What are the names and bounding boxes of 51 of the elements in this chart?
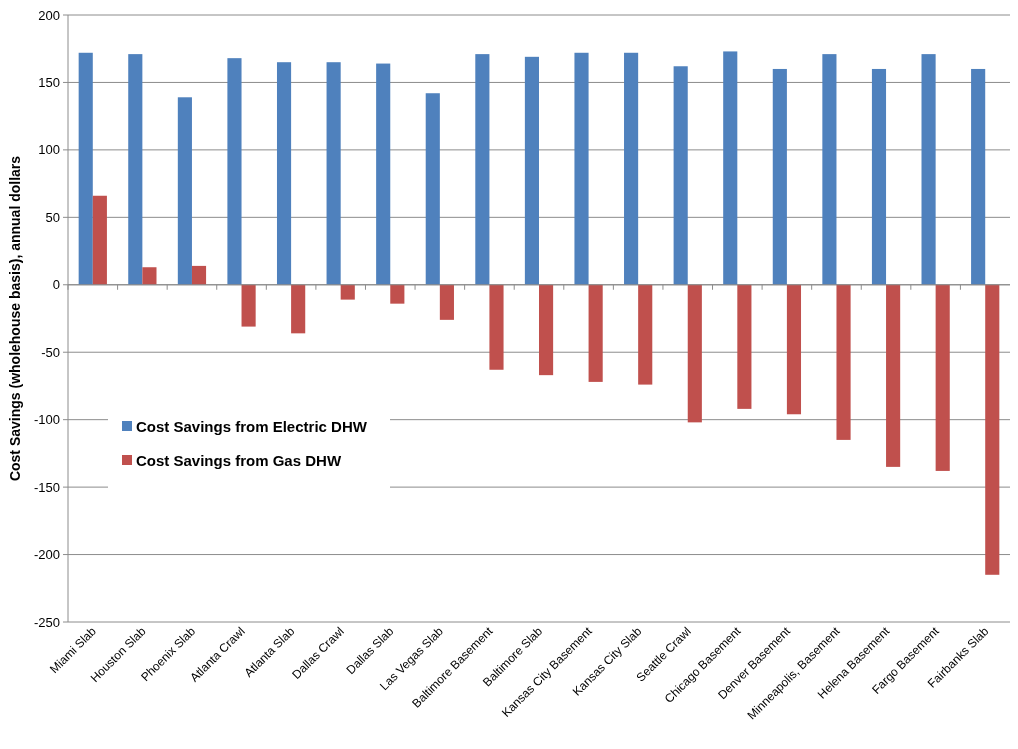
- bar: [836, 284, 851, 440]
- bar: [92, 195, 107, 285]
- bar: [822, 54, 837, 285]
- y-tick-label: 150: [38, 74, 60, 90]
- bar: [276, 62, 292, 285]
- bar: [291, 284, 306, 334]
- bar: [772, 68, 787, 285]
- bar: [524, 56, 539, 285]
- y-tick-label: 50: [45, 209, 60, 225]
- bar: [376, 63, 391, 285]
- bar: [574, 52, 589, 285]
- bar: [971, 68, 986, 285]
- y-tick-label: -150: [33, 479, 60, 495]
- bar: [886, 284, 901, 467]
- bar: [78, 52, 93, 285]
- bar: [326, 62, 341, 285]
- y-tick-label: -50: [41, 344, 60, 360]
- bar: [985, 284, 1000, 575]
- y-tick-label: -100: [33, 412, 60, 428]
- bar: [871, 68, 887, 285]
- y-axis-title: Cost Savings (wholehouse basis), annual dollars: [7, 155, 23, 482]
- bar: [588, 284, 603, 382]
- legend-label: Cost Savings from Gas DHW: [136, 452, 342, 470]
- y-tick-label: -200: [33, 547, 60, 563]
- bar: [475, 54, 490, 285]
- bar: [425, 93, 440, 285]
- bar: [921, 54, 936, 285]
- y-tick-label: 0: [52, 277, 60, 293]
- bar: [624, 52, 639, 285]
- bar: [439, 284, 454, 320]
- legend-label: Cost Savings from Electric DHW: [136, 418, 368, 436]
- bar: [390, 284, 405, 304]
- y-tick-label: -250: [33, 614, 60, 630]
- bar: [241, 284, 256, 327]
- y-tick-label: 100: [38, 142, 60, 158]
- bar: [191, 265, 207, 285]
- bar: [935, 284, 950, 471]
- bar: [673, 66, 688, 285]
- bar: [687, 284, 702, 423]
- bar: [227, 58, 242, 285]
- bar: [737, 284, 752, 409]
- bar: [786, 284, 802, 415]
- bar: [489, 284, 504, 370]
- bar: [340, 284, 355, 300]
- bar: [638, 284, 653, 385]
- y-tick-label: 200: [38, 7, 60, 23]
- bar: [128, 54, 143, 285]
- bar: [539, 284, 554, 376]
- bar: [142, 267, 157, 285]
- bar: [177, 97, 192, 285]
- bar: [723, 51, 738, 285]
